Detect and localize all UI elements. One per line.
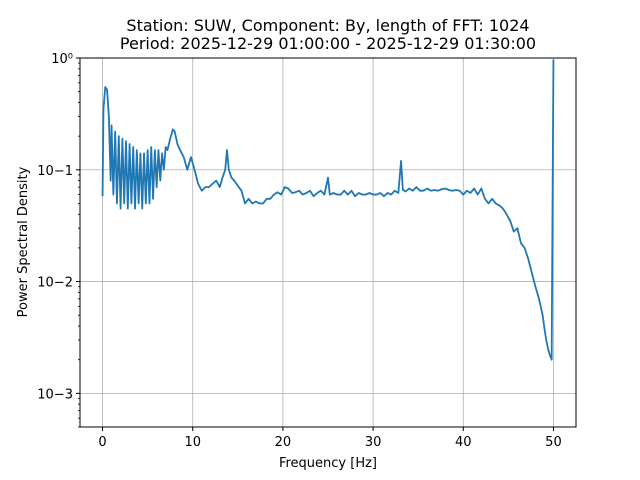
plot-area-frame [79, 57, 577, 428]
x-tick-label: 30 [365, 435, 382, 450]
y-tick-label: 10⁰ [51, 52, 73, 67]
x-tick-label: 0 [98, 435, 106, 450]
y-tick-label: 10−2 [37, 276, 73, 291]
y-tick-label: 10−3 [37, 387, 73, 402]
x-axis-label: Frequency [Hz] [279, 456, 377, 471]
x-tick-label: 50 [545, 435, 562, 450]
x-tick-label: 40 [455, 435, 472, 450]
ticks: 0 10 20 30 40 50 10−3 10−2 10−1 10⁰ [37, 52, 561, 450]
y-tick-label: 10−1 [37, 164, 73, 179]
chart-title-line1: Station: SUW, Component: By, length of F… [126, 16, 529, 35]
chart-title-line2: Period: 2025-12-29 01:00:00 - 2025-12-29… [120, 34, 536, 53]
series-layer [101, 59, 555, 361]
y-axis-label: Power Spectral Density [16, 166, 31, 317]
series-line-0 [101, 59, 555, 361]
x-tick-label: 10 [184, 435, 201, 450]
x-tick-label: 20 [275, 435, 292, 450]
